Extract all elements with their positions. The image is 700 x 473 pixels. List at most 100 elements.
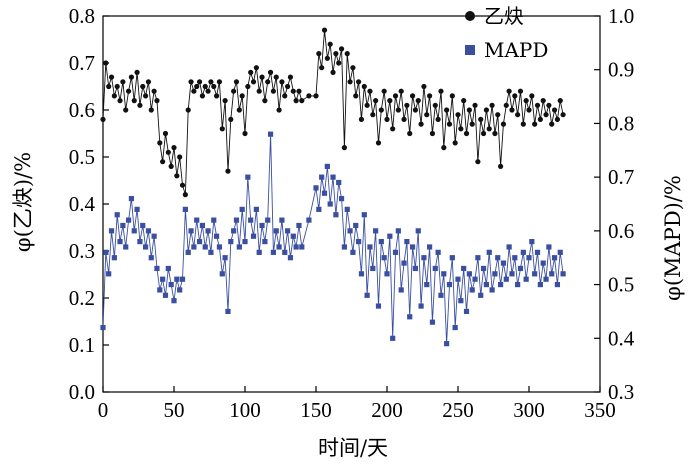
mapd-point: [134, 206, 140, 212]
acetylene-point: [358, 116, 365, 122]
mapd-point: [219, 271, 225, 277]
acetylene-point: [114, 83, 120, 90]
acetylene-point: [208, 79, 214, 85]
mapd-point: [279, 217, 285, 223]
mapd-point: [316, 206, 322, 212]
legend-mapd-marker: [465, 45, 475, 55]
mapd-point: [191, 244, 197, 250]
mapd-point: [500, 260, 507, 266]
acetylene-point: [211, 83, 217, 90]
acetylene-point: [472, 102, 478, 108]
mapd-point: [387, 233, 393, 239]
mapd-point: [367, 244, 373, 250]
x-tick-label: 100: [229, 398, 261, 422]
mapd-point: [435, 249, 441, 255]
left-y-axis: 0.0 0.1 0.2 0.3 0.4 0.5 0.6 0.7 0.8: [69, 4, 109, 404]
mapd-point: [154, 265, 160, 272]
acetylene-point: [478, 116, 484, 122]
acetylene-point: [381, 88, 387, 94]
mapd-point: [384, 271, 390, 277]
acetylene-point: [128, 74, 134, 80]
acetylene-point: [517, 88, 524, 94]
x-tick-label: 200: [371, 398, 403, 422]
mapd-point: [537, 281, 543, 288]
acetylene-point: [554, 116, 561, 122]
acetylene-point: [131, 98, 137, 104]
acetylene-point: [108, 74, 115, 80]
acetylene-point: [196, 79, 203, 85]
acetylene-point: [506, 88, 512, 94]
mapd-point: [160, 276, 166, 282]
acetylene-point: [401, 116, 407, 122]
acetylene-point: [520, 121, 526, 127]
mapd-point: [299, 244, 305, 250]
acetylene-point: [250, 79, 257, 85]
acetylene-point: [532, 121, 538, 127]
acetylene-point: [324, 55, 330, 61]
mapd-point: [290, 233, 296, 239]
mapd-point: [404, 239, 410, 245]
x-tick-label: 0: [98, 398, 109, 422]
mapd-point: [512, 255, 518, 261]
x-tick-label: 50: [164, 398, 185, 422]
mapd-point: [242, 239, 248, 245]
acetylene-point: [361, 83, 367, 90]
mapd-point: [250, 233, 257, 239]
mapd-point: [111, 255, 117, 261]
acetylene-point: [409, 93, 416, 99]
mapd-point: [438, 292, 444, 298]
mapd-point: [489, 287, 495, 293]
acetylene-point: [100, 116, 106, 122]
acetylene-point: [444, 107, 450, 113]
acetylene-point: [395, 107, 401, 113]
acetylene-point: [111, 93, 117, 99]
mapd-point: [231, 228, 237, 234]
acetylene-point: [480, 130, 487, 137]
x-tick-label: 350: [584, 398, 616, 422]
mapd-point: [293, 244, 299, 250]
mapd-point: [145, 228, 152, 234]
right-y-tick-label: 0.3: [608, 380, 634, 404]
acetylene-point: [429, 130, 436, 137]
mapd-point: [270, 249, 276, 255]
acetylene-point: [560, 112, 566, 118]
acetylene-point: [143, 93, 149, 99]
mapd-point: [452, 324, 458, 331]
acetylene-point: [549, 121, 555, 127]
acetylene-point: [282, 93, 288, 99]
mapd-point: [179, 276, 186, 282]
acetylene-point: [446, 121, 453, 127]
acetylene-point: [455, 112, 461, 118]
acetylene-point: [449, 93, 455, 99]
mapd-point: [498, 281, 504, 288]
mapd-point: [495, 255, 501, 261]
left-y-tick-label: 0.0: [69, 380, 95, 404]
mapd-point: [478, 292, 484, 298]
acetylene-point: [418, 121, 424, 127]
acetylene-point: [338, 46, 345, 52]
acetylene-point: [373, 98, 379, 104]
acetylene-point: [534, 102, 541, 108]
acetylene-point: [165, 149, 171, 155]
mapd-point: [449, 255, 455, 261]
acetylene-point: [148, 107, 154, 113]
mapd-point: [205, 228, 211, 234]
acetylene-point: [375, 140, 382, 146]
mapd-point: [125, 217, 132, 223]
mapd-point: [483, 281, 489, 288]
mapd-point: [353, 222, 359, 229]
mapd-point: [356, 239, 362, 245]
mapd-point: [424, 281, 430, 288]
acetylene-point: [350, 65, 356, 71]
x-axis-title: 时间/天: [318, 436, 388, 460]
acetylene-point: [256, 88, 262, 94]
mapd-point: [432, 265, 438, 272]
acetylene-point: [194, 83, 200, 90]
acetylene-point: [293, 98, 299, 104]
mapd-point: [526, 255, 532, 261]
acetylene-point: [123, 107, 129, 113]
mapd-point: [262, 239, 268, 245]
acetylene-point: [157, 140, 163, 146]
mapd-point: [364, 292, 370, 298]
mapd-point: [151, 233, 157, 239]
